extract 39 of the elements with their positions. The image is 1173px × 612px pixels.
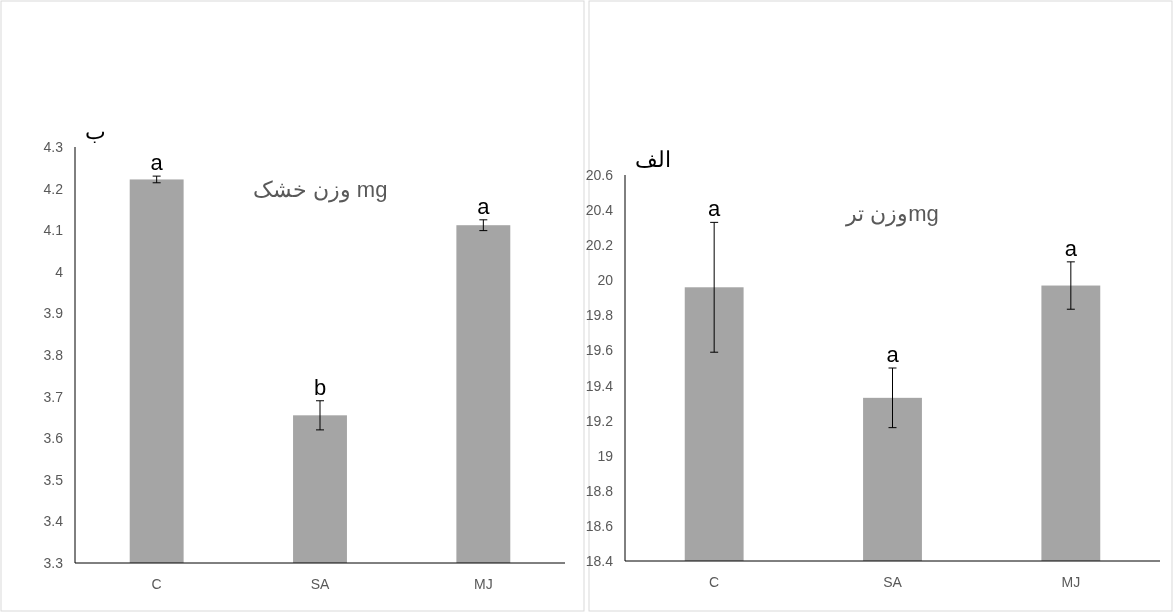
x-tick-label: SA <box>883 574 903 590</box>
y-tick-label: 20.6 <box>585 167 614 183</box>
x-tick-label: SA <box>310 576 330 592</box>
y-tick-label: 4.1 <box>43 222 64 239</box>
x-tick-label: C <box>151 576 162 592</box>
y-tick-label: 19.6 <box>585 342 614 359</box>
text: ب <box>85 119 106 144</box>
y-tick-label: 18.4 <box>585 553 614 569</box>
y-tick-label: 20.2 <box>585 237 614 254</box>
y-tick-label: 19.2 <box>585 412 614 429</box>
y-tick-label: 3.4 <box>43 513 64 530</box>
y-tick-label: 4 <box>55 263 64 280</box>
y-tick-label: 3.3 <box>43 555 64 571</box>
annotation: a <box>477 193 491 219</box>
y-tick-label: 3.9 <box>43 305 64 322</box>
y-tick-label: 20.4 <box>585 202 614 219</box>
y-tick-label: 19.8 <box>585 307 614 324</box>
y-tick-label: 3.8 <box>43 347 64 363</box>
y-tick-label: 3.6 <box>43 430 64 447</box>
y-tick-label: 18.6 <box>585 517 614 534</box>
annotation: b <box>313 374 327 400</box>
y-tick-label: 20 <box>597 272 614 289</box>
annotation: a <box>708 196 722 222</box>
y-tick-label: 3.5 <box>43 471 64 488</box>
y-tick-label: 3.7 <box>43 388 64 405</box>
y-tick-label: 18.8 <box>585 482 614 499</box>
text: وزن ترmg <box>845 201 939 228</box>
text: وزن خشک mg <box>252 176 388 203</box>
x-tick-label: MJ <box>1061 574 1081 590</box>
x-tick-label: MJ <box>474 576 493 592</box>
x-tick-label: C <box>709 574 720 590</box>
y-tick-label: 4.3 <box>43 139 64 155</box>
text: الف <box>635 147 671 172</box>
annotation: a <box>150 150 164 176</box>
y-tick-label: 19.4 <box>585 377 614 394</box>
y-tick-label: 4.2 <box>43 180 64 197</box>
annotation: a <box>1064 235 1078 261</box>
y-tick-label: 19 <box>597 447 614 464</box>
annotation: a <box>886 342 900 367</box>
